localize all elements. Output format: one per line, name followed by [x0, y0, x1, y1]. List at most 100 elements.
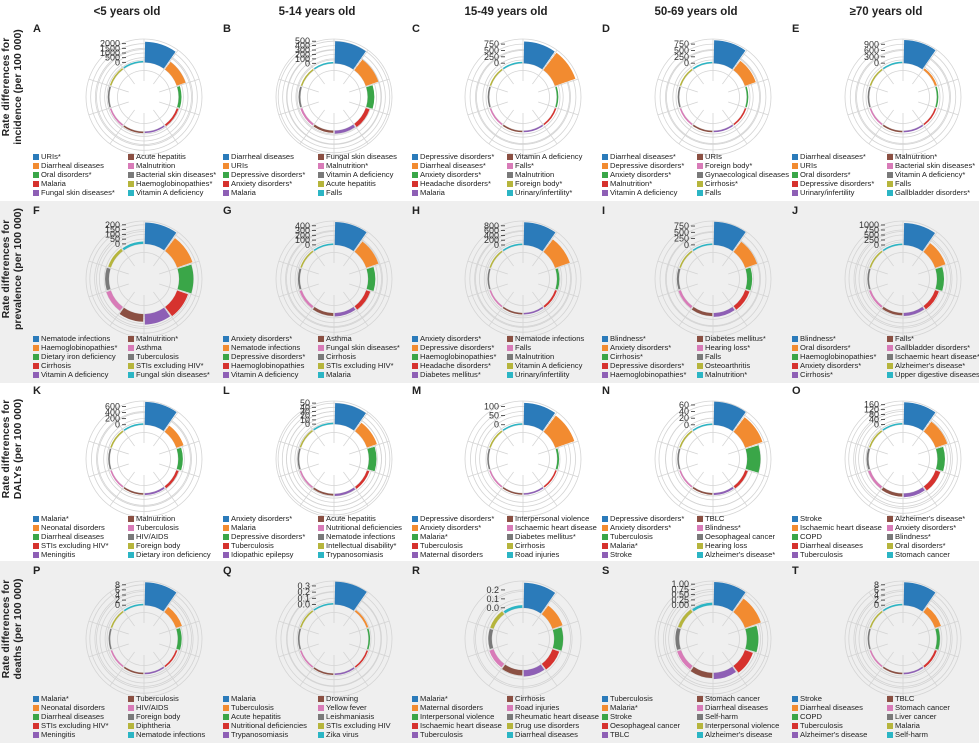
polar-bar-10 — [123, 423, 144, 431]
legend-item: Oral disorders* — [33, 170, 92, 179]
legend-item: Fungal skin diseases — [318, 152, 397, 161]
legend-label: Depressive disorders* — [420, 343, 495, 352]
legend-item: Urinary/infertility* — [507, 188, 572, 197]
legend-swatch — [602, 695, 608, 702]
legend-item: Interpersonal violence — [412, 712, 494, 721]
legend-swatch — [33, 704, 39, 711]
legend-label: Rheumatic heart disease — [515, 712, 599, 721]
legend-swatch — [887, 713, 893, 720]
grid-spoke — [918, 463, 959, 478]
panel-letter: K — [33, 385, 41, 397]
legend-swatch — [33, 162, 39, 169]
column-title: ≥70 years old — [849, 6, 923, 18]
polar-bar-1 — [334, 41, 366, 70]
legend-label: Tuberculosis — [136, 694, 179, 703]
legend-item: Road injuries — [507, 703, 559, 712]
legend-swatch — [602, 533, 608, 540]
legend-swatch — [33, 533, 39, 540]
polar-bar-3 — [176, 628, 182, 650]
polar-bar-6 — [312, 307, 334, 316]
legend-swatch — [792, 704, 798, 711]
legend-swatch — [412, 533, 418, 540]
legend-label: Blindness* — [610, 334, 646, 343]
legend-item: Liver cancer — [887, 712, 936, 721]
panel-letter: C — [412, 23, 420, 35]
grid-spoke — [918, 440, 959, 455]
polar-bar-3 — [745, 445, 761, 473]
legend-swatch — [697, 189, 703, 196]
tick-label: 0 — [684, 420, 689, 430]
legend-swatch — [318, 371, 324, 378]
polar-bar-6 — [692, 124, 713, 133]
legend-swatch — [223, 695, 229, 702]
legend-label: Trypanosomiasis — [231, 730, 289, 739]
grid-spoke — [868, 471, 894, 507]
grid-spoke — [349, 260, 390, 275]
grid-spoke — [467, 643, 508, 658]
tick-label: 100 — [484, 401, 499, 411]
legend-swatch — [602, 171, 608, 178]
legend-label: Anxiety disorders* — [610, 343, 672, 352]
legend-item: STIs excluding HIV* — [318, 361, 394, 370]
polar-bar-3 — [366, 85, 375, 109]
legend-swatch — [602, 524, 608, 531]
legend-item: Diarrheal diseases — [507, 730, 578, 739]
polar-bar-1 — [334, 581, 367, 611]
grid-spoke — [467, 440, 508, 455]
polar-bar-1 — [903, 582, 936, 612]
polar-chart: 1.000.750.500.250.00 — [654, 579, 772, 698]
grid-spoke — [657, 101, 698, 116]
polar-bar-10 — [123, 60, 144, 69]
legend-swatch — [128, 344, 134, 351]
grid-spoke — [657, 260, 698, 275]
legend-label: Dietary iron deficiency — [41, 352, 116, 361]
legend-label: Intellectual disability* — [326, 541, 397, 550]
polar-bar-5 — [713, 666, 736, 680]
legend-label: Blindness* — [800, 334, 836, 343]
legend-item: Depressive disorders* — [602, 161, 684, 170]
legend-label: Anxiety disorders* — [420, 523, 482, 532]
polar-bar-4 — [164, 108, 179, 127]
legend-item: Urinary/infertility — [792, 188, 854, 197]
legend-swatch — [887, 515, 893, 522]
legend-item: Malaria* — [33, 694, 69, 703]
legend-label: Road injuries — [515, 703, 560, 712]
polar-bar-7 — [299, 470, 313, 489]
polar-bar-6 — [502, 124, 523, 133]
legend-swatch — [887, 335, 893, 342]
tick-label: 400 — [105, 408, 120, 418]
polar-bar-4 — [355, 470, 370, 489]
legend-swatch — [223, 344, 229, 351]
grid-spoke — [722, 591, 748, 627]
legend-item: Hearing loss — [697, 541, 747, 550]
legend-item: Self-harm — [887, 730, 928, 739]
grid-spoke — [349, 620, 390, 635]
legend-item: Malaria — [318, 370, 351, 379]
legend-label: Diarrheal diseases* — [420, 161, 486, 170]
polar-bar-5 — [523, 306, 544, 315]
legend-item: Diabetes mellitus* — [412, 370, 481, 379]
legend-label: Vitamin A deficiency — [515, 152, 583, 161]
chart-panel-A: A 2000 1500 1000 500 0 URIs* Diarrheal diseases… — [32, 22, 222, 206]
legend-swatch — [318, 344, 324, 351]
polar-bar-7 — [109, 108, 124, 126]
polar-bar-5 — [144, 487, 165, 496]
legend-label: Idiopathic epilepsy — [231, 550, 294, 559]
legend-item: Anxiety disorders* — [792, 361, 861, 370]
legend-item: Vitamin A deficiency — [602, 188, 677, 197]
legend-swatch — [697, 162, 703, 169]
legend-item: Malaria* — [602, 703, 638, 712]
panel-letter: M — [412, 385, 422, 397]
legend-label: Tuberculosis — [136, 352, 179, 361]
grid-spoke — [299, 291, 325, 327]
legend-label: Asthma — [136, 343, 162, 352]
legend-item: Ischaemic heart disease — [507, 523, 597, 532]
tick-label: 300 — [864, 52, 879, 62]
legend-label: Blindness* — [705, 523, 741, 532]
tick-label: 0 — [494, 420, 499, 430]
grid-spoke — [159, 101, 200, 116]
grid-spoke — [343, 411, 369, 447]
legend-label: Maternal disorders — [420, 550, 483, 559]
grid-spoke — [918, 260, 959, 275]
